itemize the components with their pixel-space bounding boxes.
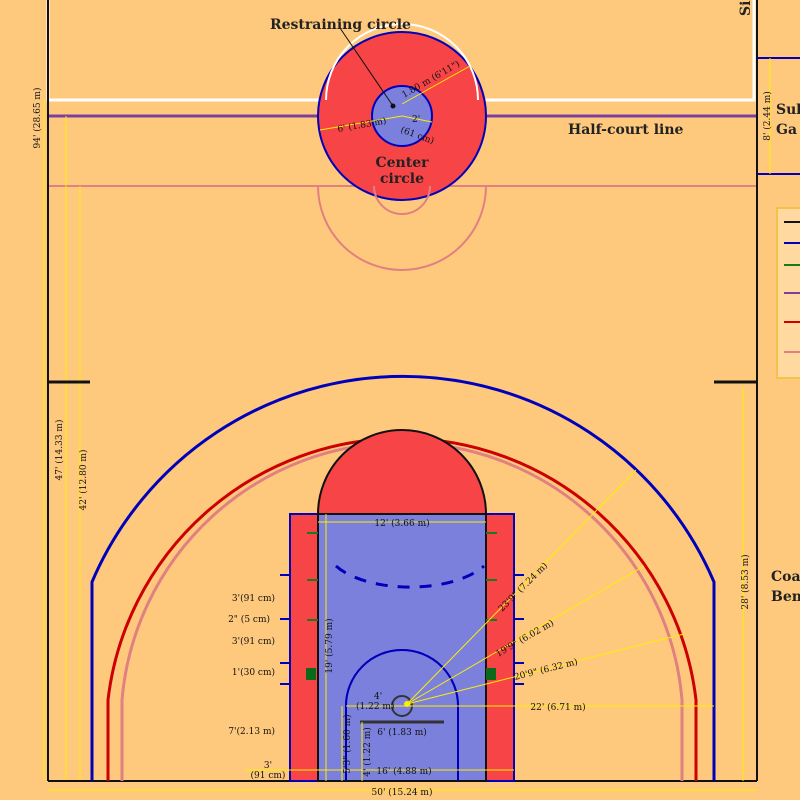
- half-court-line-label: Half-court line: [568, 122, 684, 138]
- key-width-label: 12' (3.66 m): [374, 518, 429, 529]
- arc-20-9-line: [406, 633, 685, 705]
- restricted-label-2: (1.22 m): [356, 701, 394, 712]
- coach-box-label: 28' (8.53 m): [740, 554, 751, 609]
- restricted-arc: [345, 649, 459, 707]
- restraining-circle-label: Restraining circle: [270, 17, 411, 33]
- hash-label-2in: 2" (5 cm): [228, 614, 270, 625]
- backboard-offset-1-label: 5'3" (1.60 m): [342, 714, 353, 773]
- backboard-offset-2-label: 4' (1.22 m): [362, 727, 373, 777]
- sub-box-label: 8' (2.44 m): [762, 91, 773, 141]
- hash-label-3ft-a: 3'(91 cm): [232, 593, 275, 604]
- free-throw-top: [316, 429, 488, 515]
- hash-label-1ft: 1'(30 cm): [232, 667, 275, 678]
- three-point-line: [90, 374, 716, 781]
- block-right: [486, 668, 496, 680]
- backboard-label: 6' (1.83 m): [377, 727, 427, 738]
- straight-label: 42' (12.80 m): [78, 450, 89, 511]
- pink-arc-small: [373, 185, 431, 215]
- block-left: [306, 668, 316, 680]
- pink-arc-large: [317, 185, 487, 271]
- hash-label-7ft: 7'(2.13 m): [228, 726, 275, 737]
- restraining-pointer: [339, 27, 394, 107]
- baseline-3ft-label-1: 3': [264, 761, 272, 771]
- half-length-label: 47' (14.33 m): [54, 420, 65, 481]
- coach-label-1: Coa: [771, 569, 800, 585]
- center-circle-label-2: circle: [380, 171, 424, 187]
- restraining-radius-label-1: 2': [412, 115, 420, 125]
- center-circle-label-1: Center: [376, 155, 430, 171]
- restraining-radius-line: [401, 115, 433, 123]
- outer-radius-line: [401, 65, 471, 105]
- sideline-label: Sic: [738, 0, 754, 16]
- arc-19-9-line: [406, 565, 645, 705]
- lane-length-label: 19' (5.79 m): [324, 618, 335, 673]
- sub-label-2: Ga: [776, 122, 797, 138]
- court-length-label: 94' (28.65 m): [32, 88, 43, 149]
- center-radius-line: [319, 115, 403, 131]
- three-pt-radius-line: [406, 469, 637, 705]
- court-width-label: 50' (15.24 m): [372, 787, 433, 798]
- restricted-label-1: 4': [374, 692, 382, 702]
- lane-width-label: 16' (4.88 m): [376, 766, 431, 777]
- free-throw-dashed: [335, 564, 485, 589]
- basket-to-3pt-label: 22' (6.71 m): [530, 702, 585, 713]
- coach-label-2: Ben: [771, 589, 800, 605]
- sub-label-1: Sub: [776, 102, 800, 118]
- hash-label-3ft-b: 3'(91 cm): [232, 636, 275, 647]
- baseline-3ft-label-2: (91 cm): [251, 770, 286, 781]
